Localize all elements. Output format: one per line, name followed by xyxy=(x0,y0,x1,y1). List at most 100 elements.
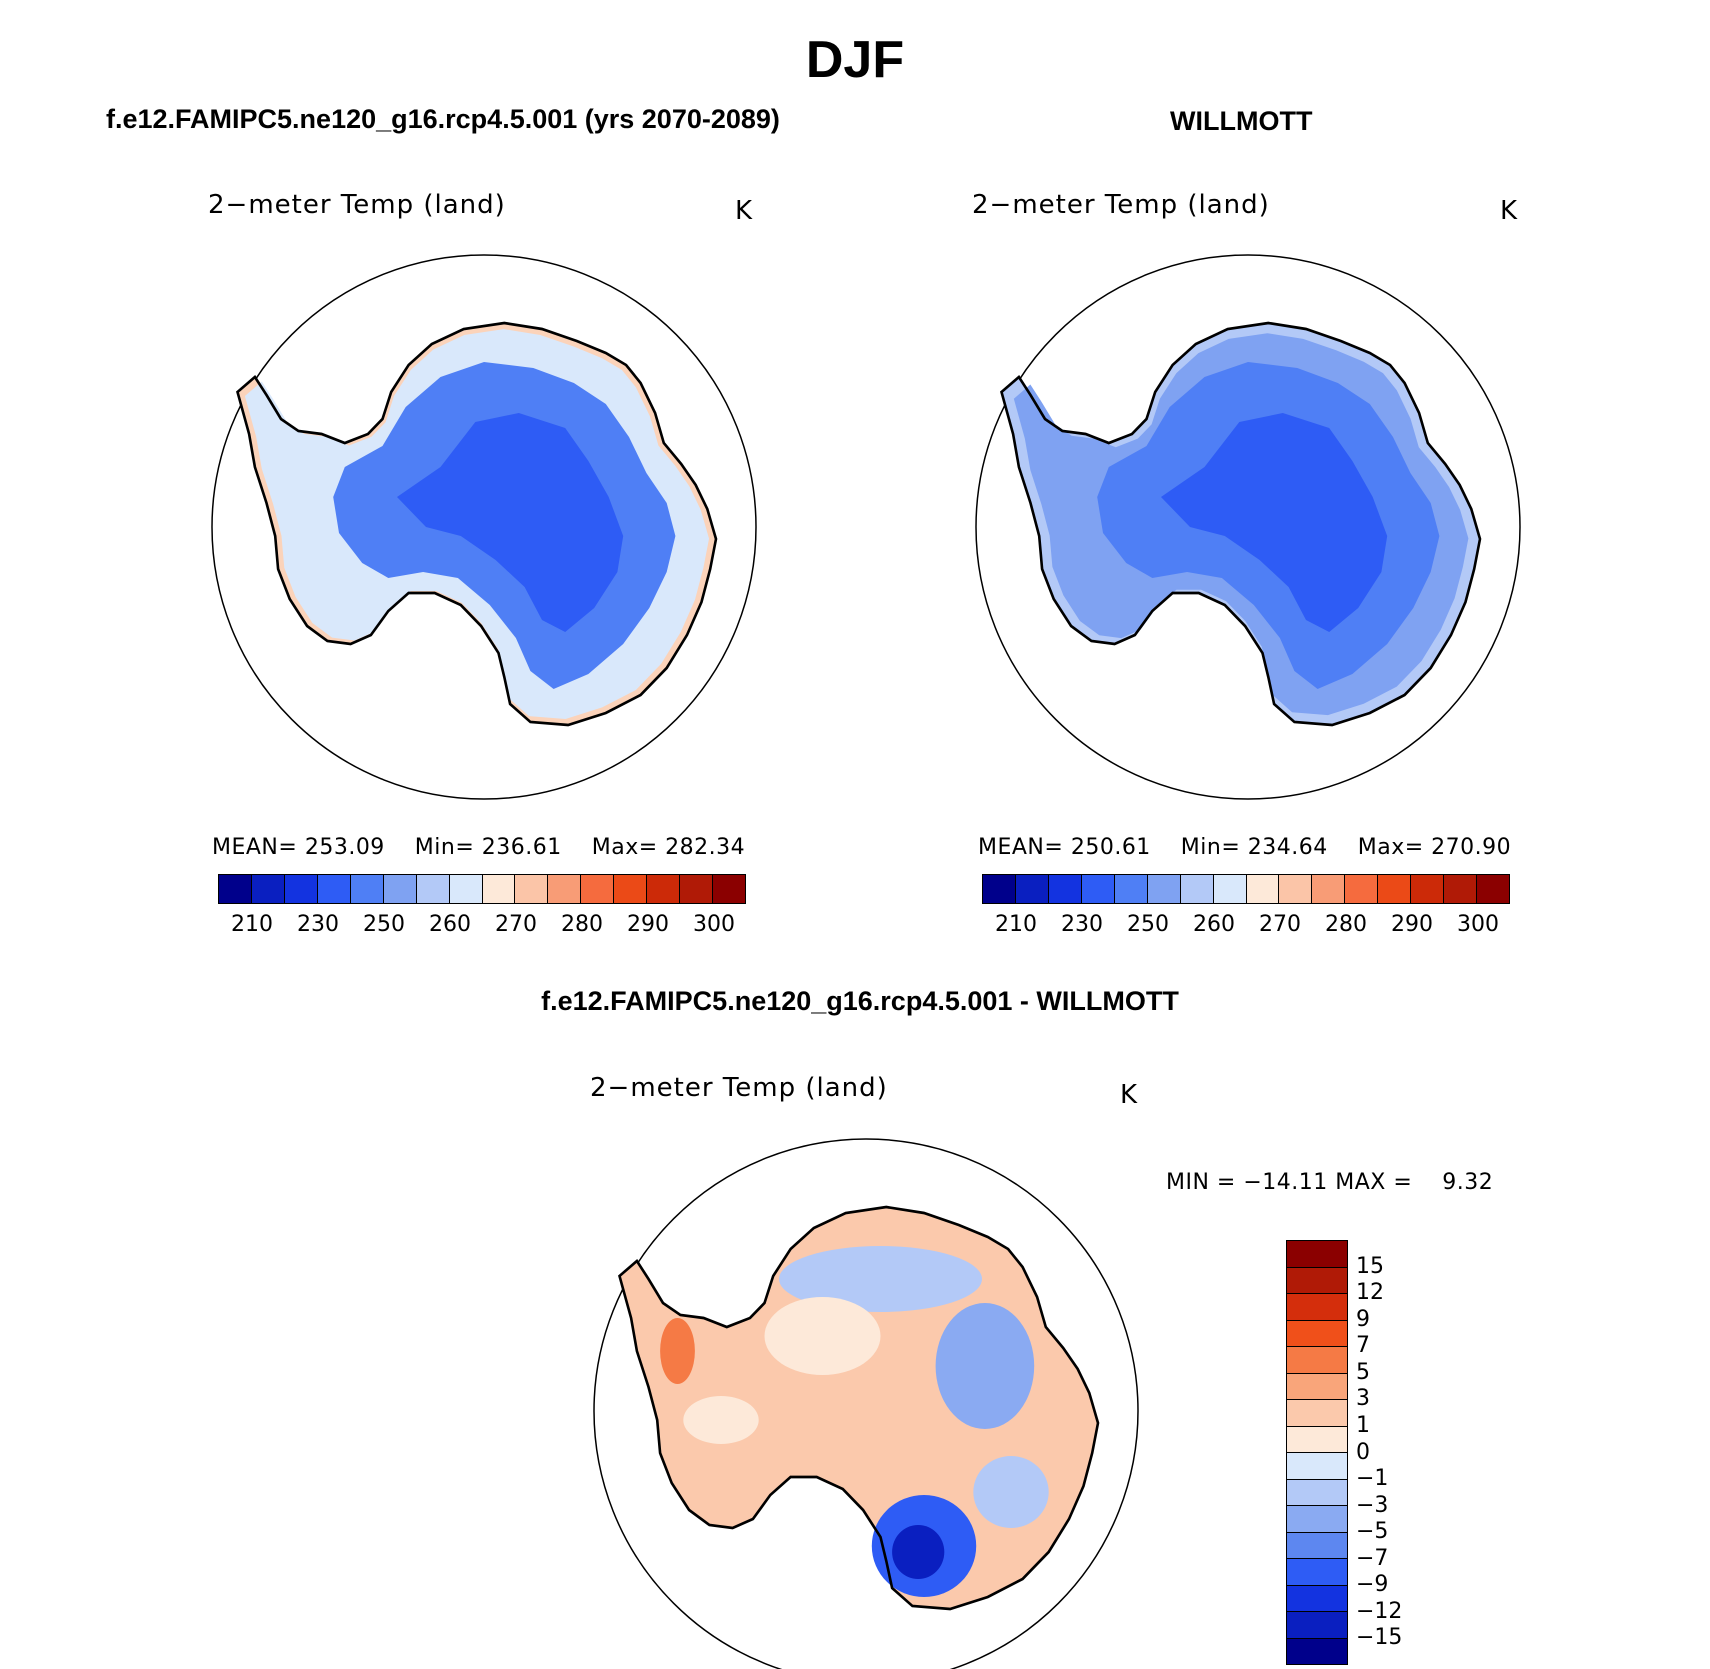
colorbar-tick-label: 12 xyxy=(1356,1280,1384,1306)
colorbar-tick-label: 230 xyxy=(1061,912,1103,937)
colorbar-tick-label: 250 xyxy=(363,912,405,937)
colorbar-swatch xyxy=(1345,875,1379,903)
colorbar-tick-label: 7 xyxy=(1356,1333,1370,1359)
colorbar-tick-label: −5 xyxy=(1356,1519,1389,1545)
colorbar-model xyxy=(218,874,746,904)
colorbar-swatch xyxy=(1180,875,1214,903)
colorbar-tick-label: 280 xyxy=(1325,912,1367,937)
colorbar-swatch xyxy=(1287,1453,1347,1480)
panel-title-difference: f.e12.FAMIPC5.ne120_g16.rcp4.5.001 - WIL… xyxy=(541,986,1179,1016)
stats-model: MEAN= 253.09 Min= 236.61 Max= 282.34 xyxy=(212,835,745,860)
colorbar-swatch xyxy=(482,875,516,903)
colorbar-swatch xyxy=(1287,1506,1347,1533)
figure-title: DJF xyxy=(805,31,905,89)
panel-title-obs: WILLMOTT xyxy=(1170,106,1313,136)
colorbar-swatch xyxy=(515,875,549,903)
colorbar-tick-label: 210 xyxy=(995,912,1037,937)
min-label: Min= xyxy=(414,835,475,860)
colorbar-swatch xyxy=(1287,1320,1347,1347)
panel-subtitle-model: 2−meter Temp (land) xyxy=(208,190,506,220)
max-value: 282.34 xyxy=(665,835,746,860)
colorbar-swatch xyxy=(284,875,318,903)
colorbar-ticks-obs: 210 230 250 260 270 280 290 300 xyxy=(982,912,1510,938)
colorbar-tick-label: 15 xyxy=(1356,1253,1384,1279)
colorbar-tick-label: 0 xyxy=(1356,1439,1370,1465)
mean-label: MEAN= xyxy=(212,835,298,860)
colorbar-swatch xyxy=(1444,875,1478,903)
colorbar-tick-label: 9 xyxy=(1356,1306,1370,1332)
colorbar-tick-label: 230 xyxy=(297,912,339,937)
colorbar-swatch xyxy=(1312,875,1346,903)
colorbar-tick-label: −12 xyxy=(1356,1598,1403,1624)
map-obs xyxy=(975,254,1521,800)
stats-difference: MIN = −14.11 MAX = 9.32 xyxy=(1166,1170,1494,1195)
colorbar-tick-label: −3 xyxy=(1356,1492,1389,1518)
colorbar-swatch xyxy=(713,875,745,903)
colorbar-swatch xyxy=(1147,875,1181,903)
colorbar-swatch xyxy=(1015,875,1049,903)
colorbar-ticks-difference: 15 12 9 7 5 3 1 0 −1 −3 −5 −7 −9 −12 −15 xyxy=(1356,1240,1436,1665)
colorbar-tick-label: 3 xyxy=(1356,1386,1370,1412)
stats-obs: MEAN= 250.61 Min= 234.64 Max= 270.90 xyxy=(978,835,1511,860)
panel-subtitle-difference: 2−meter Temp (land) xyxy=(590,1073,888,1103)
colorbar-swatch xyxy=(1287,1479,1347,1506)
colorbar-swatch xyxy=(1287,1373,1347,1400)
colorbar-swatch xyxy=(1411,875,1445,903)
colorbar-swatch xyxy=(1287,1585,1347,1612)
colorbar-swatch xyxy=(1279,875,1313,903)
colorbar-tick-label: 280 xyxy=(561,912,603,937)
colorbar-swatch xyxy=(1287,1294,1347,1321)
colorbar-tick-label: 260 xyxy=(429,912,471,937)
colorbar-swatch xyxy=(1378,875,1412,903)
colorbar-swatch xyxy=(1246,875,1280,903)
colorbar-tick-label: −7 xyxy=(1356,1545,1389,1571)
colorbar-swatch xyxy=(416,875,450,903)
colorbar-swatch xyxy=(647,875,681,903)
colorbar-tick-label: 1 xyxy=(1356,1412,1370,1438)
min-label: Min= xyxy=(1180,835,1241,860)
mean-label: MEAN= xyxy=(978,835,1064,860)
colorbar-swatch xyxy=(350,875,384,903)
colorbar-swatch xyxy=(1287,1347,1347,1374)
panel-subtitle-obs: 2−meter Temp (land) xyxy=(972,190,1270,220)
colorbar-swatch xyxy=(317,875,351,903)
max-label: Max= xyxy=(1357,835,1424,860)
colorbar-swatch xyxy=(1287,1241,1347,1268)
colorbar-tick-label: 270 xyxy=(1259,912,1301,937)
colorbar-tick-label: 260 xyxy=(1193,912,1235,937)
colorbar-swatch xyxy=(1114,875,1148,903)
colorbar-tick-label: −1 xyxy=(1356,1466,1389,1492)
panel-unit-model: K xyxy=(735,196,753,226)
colorbar-swatch xyxy=(581,875,615,903)
colorbar-swatch xyxy=(1287,1400,1347,1427)
map-difference xyxy=(593,1138,1139,1669)
colorbar-tick-label: 300 xyxy=(693,912,735,937)
colorbar-swatch xyxy=(680,875,714,903)
colorbar-tick-label: 5 xyxy=(1356,1359,1370,1385)
colorbar-swatch xyxy=(983,875,1016,903)
colorbar-tick-label: −9 xyxy=(1356,1572,1389,1598)
mean-value: 250.61 xyxy=(1070,835,1151,860)
colorbar-tick-label: 290 xyxy=(1391,912,1433,937)
panel-title-model: f.e12.FAMIPC5.ne120_g16.rcp4.5.001 (yrs … xyxy=(106,104,780,134)
colorbar-swatch xyxy=(1287,1532,1347,1559)
colorbar-tick-label: −15 xyxy=(1356,1625,1403,1651)
colorbar-swatch xyxy=(1287,1559,1347,1586)
colorbar-swatch xyxy=(614,875,648,903)
mean-value: 253.09 xyxy=(304,835,385,860)
colorbar-swatch xyxy=(1081,875,1115,903)
colorbar-swatch xyxy=(1213,875,1247,903)
colorbar-swatch xyxy=(219,875,252,903)
colorbar-swatch xyxy=(1048,875,1082,903)
max-value: 270.90 xyxy=(1431,835,1512,860)
map-model xyxy=(211,254,757,800)
min-value: 236.61 xyxy=(481,835,562,860)
colorbar-swatch xyxy=(1287,1426,1347,1453)
colorbar-tick-label: 290 xyxy=(627,912,669,937)
panel-unit-obs: K xyxy=(1500,196,1518,226)
colorbar-swatch xyxy=(251,875,285,903)
colorbar-tick-label: 210 xyxy=(231,912,273,937)
colorbar-difference xyxy=(1286,1240,1348,1665)
colorbar-swatch xyxy=(1287,1638,1347,1664)
colorbar-swatch xyxy=(449,875,483,903)
